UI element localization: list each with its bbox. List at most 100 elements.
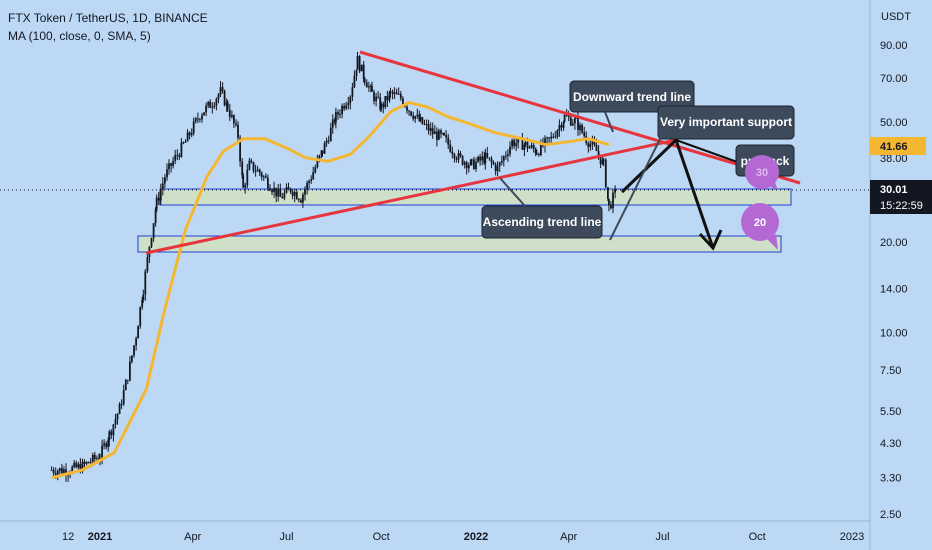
y-tick-label: 5.50 [880, 406, 901, 418]
price-candle [215, 97, 218, 111]
price-candle [155, 194, 158, 213]
price-candle [116, 413, 119, 425]
price-candle [388, 90, 391, 103]
price-candle [453, 152, 456, 163]
price-candle [321, 150, 324, 157]
price-candle [339, 109, 341, 119]
price-candle [473, 156, 475, 170]
ma-series [51, 101, 610, 480]
price-axis[interactable]: 90.00 70.00 50.00 38.00 20.00 14.00 10.00 7.50 5… [880, 40, 908, 521]
price-candle [500, 155, 503, 166]
price-candle [203, 112, 205, 116]
price-candle [289, 187, 292, 194]
price-candle [271, 188, 273, 195]
price-candle [178, 152, 181, 160]
price-candle [194, 117, 197, 124]
price-candle [343, 103, 345, 112]
price-candle [275, 187, 278, 203]
price-candle [188, 131, 191, 140]
price-candle [567, 110, 570, 122]
downward-trend-line[interactable] [359, 50, 801, 185]
price-candle [223, 89, 226, 107]
price-candle [217, 93, 220, 104]
price-candle [521, 133, 524, 150]
price-candle [552, 133, 555, 139]
badge-circle [741, 203, 779, 241]
callout-pointer [609, 138, 661, 241]
price-candle [199, 118, 201, 123]
price-candle [269, 184, 271, 192]
y-tick-label: 7.50 [880, 365, 901, 377]
price-candle [614, 185, 616, 199]
price-candle [221, 82, 224, 94]
price-candle [244, 182, 247, 194]
price-candle [556, 129, 559, 139]
callout-downward-trend-line[interactable]: Downward trend line [569, 80, 695, 133]
price-candle [535, 149, 538, 155]
price-candle [141, 296, 144, 310]
price-candle [312, 166, 315, 180]
price-candle [287, 182, 290, 189]
price-candle [395, 88, 398, 95]
price-candle [331, 114, 334, 134]
price-candle [379, 92, 382, 112]
price-candle [498, 161, 501, 172]
x-tick-label: Oct [373, 531, 390, 543]
price-candle [135, 336, 137, 351]
price-candle [133, 345, 135, 358]
price-candle [184, 139, 187, 143]
price-candle [574, 115, 576, 130]
price-candle [351, 82, 354, 101]
price-candle [293, 188, 296, 203]
price-candle [537, 152, 540, 157]
badge-20[interactable]: 20 [741, 203, 779, 250]
price-candle [436, 127, 438, 147]
price-candle [571, 119, 574, 126]
price-candle [554, 131, 557, 139]
price-candle [265, 173, 267, 179]
badge-label: 30 [756, 167, 768, 179]
x-tick-label: Jul [655, 531, 669, 543]
price-candle [211, 102, 214, 114]
price-candle [231, 110, 233, 119]
price-candle [302, 192, 304, 208]
price-candle [250, 158, 253, 164]
price-candle [471, 158, 473, 166]
price-candle [273, 181, 275, 198]
badge-30[interactable]: 30 [745, 155, 779, 190]
y-tick-label: 70.00 [880, 73, 908, 85]
price-candle [530, 141, 533, 149]
price-candle [345, 101, 348, 111]
y-tick-label: 2.50 [880, 509, 901, 521]
price-candle [182, 141, 185, 145]
price-candle [180, 138, 183, 158]
ascending-trend-line[interactable] [145, 138, 677, 255]
callout-ascending-trend-line[interactable]: Ascending trend line [481, 177, 603, 239]
price-candle [440, 128, 442, 139]
price-candle [607, 187, 609, 202]
callout-label: Very important support [660, 115, 792, 129]
price-candle [337, 109, 339, 120]
price-candle [295, 189, 298, 200]
price-candle [334, 117, 336, 126]
price-candle [382, 101, 385, 114]
price-series [50, 51, 616, 482]
price-candle [610, 200, 612, 210]
price-candle [418, 110, 421, 122]
price-candle [52, 467, 55, 477]
price-candle [277, 184, 280, 202]
price-candle [327, 135, 330, 144]
callout-very-important-support[interactable]: Very important support [609, 105, 795, 241]
price-candle [358, 55, 361, 74]
callout-label: Downward trend line [573, 90, 691, 104]
time-axis[interactable]: 12 2021 Apr Jul Oct 2022 Apr Jul Oct 2023 [62, 531, 864, 543]
price-candle [291, 190, 294, 200]
x-tick-label: Oct [749, 531, 766, 543]
price-candle [63, 466, 65, 475]
price-candle [370, 84, 372, 93]
price-candle [310, 175, 313, 184]
price-candle [365, 79, 368, 88]
price-candle [386, 90, 389, 107]
price-candle [197, 112, 199, 123]
